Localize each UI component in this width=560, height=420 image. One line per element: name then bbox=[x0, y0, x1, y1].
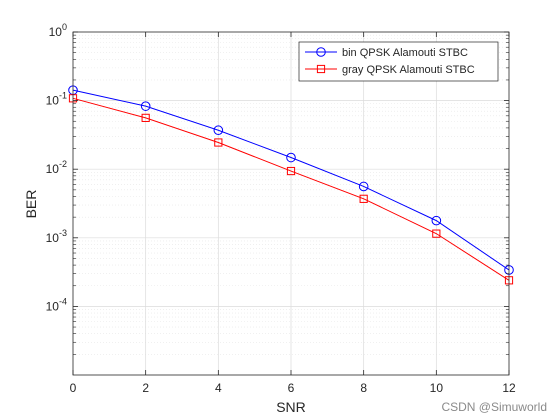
grid bbox=[73, 32, 509, 375]
data-point-0 bbox=[140, 101, 151, 111]
legend-marker-0 bbox=[316, 47, 326, 57]
y-tick-label: 100 bbox=[49, 22, 67, 39]
legend: bin QPSK Alamouti STBC gray QPSK Alamouti… bbox=[298, 41, 499, 82]
x-tick-label: 8 bbox=[360, 381, 367, 395]
axes: 0 2 4 6 8 10 12 100 10-1 10-2 10-3 10-4 bbox=[46, 22, 516, 395]
legend-label-1: gray QPSK Alamouti STBC bbox=[342, 64, 475, 76]
x-tick-label: 0 bbox=[70, 381, 77, 395]
y-tick-label: 10-3 bbox=[46, 228, 67, 245]
data-point-1 bbox=[432, 229, 441, 238]
legend-marker-1 bbox=[316, 64, 326, 74]
data-point-0 bbox=[213, 125, 224, 136]
y-axis-title: BER bbox=[23, 190, 39, 219]
x-tick-label: 4 bbox=[215, 381, 222, 395]
x-tick-label: 12 bbox=[502, 381, 516, 395]
data-point-1 bbox=[214, 138, 223, 147]
y-tick-label: 10-1 bbox=[46, 91, 67, 108]
data-point-0 bbox=[286, 152, 296, 163]
data-point-0 bbox=[358, 181, 369, 192]
x-tick-label: 6 bbox=[288, 381, 295, 395]
data-point-1 bbox=[286, 166, 296, 176]
data-point-0 bbox=[431, 215, 442, 226]
x-tick-label: 10 bbox=[430, 381, 444, 395]
series-line-1 bbox=[72, 97, 510, 281]
legend-label-0: bin QPSK Alamouti STBC bbox=[342, 47, 468, 59]
y-tick-label: 10-4 bbox=[46, 296, 67, 313]
data-point-1 bbox=[141, 113, 150, 122]
x-tick-label: 2 bbox=[142, 381, 149, 395]
y-tick-label: 10-2 bbox=[46, 159, 67, 176]
watermark: CSDN @Simuworld bbox=[441, 400, 547, 414]
x-axis-title: SNR bbox=[276, 399, 306, 415]
series-line-0 bbox=[72, 89, 510, 271]
legend-box bbox=[298, 41, 499, 82]
data-point-1 bbox=[359, 194, 368, 203]
series-layer bbox=[68, 85, 514, 285]
